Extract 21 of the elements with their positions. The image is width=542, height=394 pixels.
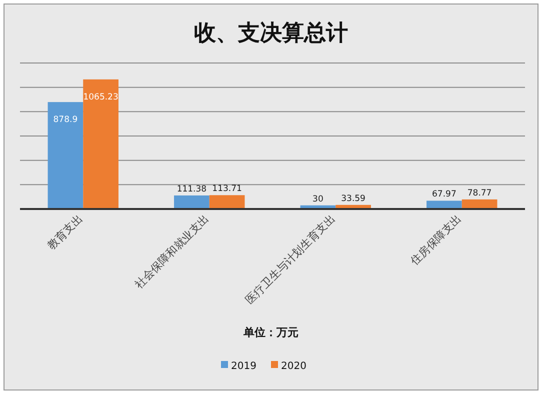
chart-title: 收、支决算总计: [194, 20, 348, 46]
bar: [83, 79, 118, 209]
data-label: 113.71: [212, 184, 242, 194]
x-tick-label: 住房保障支出: [408, 212, 464, 268]
data-label: 78.77: [467, 188, 492, 198]
legend-label: 2020: [281, 361, 306, 372]
bar: [426, 200, 462, 209]
x-tick-label: 医疗卫生与计划生育支出: [242, 212, 338, 307]
legend-label: 2019: [231, 361, 256, 372]
data-label: 30: [312, 194, 324, 204]
data-label: 1065.23: [83, 92, 118, 102]
bar: [174, 195, 210, 209]
x-tick-label: 社会保障和就业支出: [132, 212, 212, 292]
data-label: 878.9: [53, 115, 78, 126]
bar: [209, 195, 245, 209]
data-label: 33.59: [341, 194, 366, 204]
x-tick-label: 教育支出: [44, 212, 86, 252]
bar: [48, 102, 84, 209]
data-label: 111.38: [176, 184, 207, 194]
data-label: 67.97: [432, 190, 456, 200]
x-axis-title: 单位：万元: [242, 326, 298, 339]
